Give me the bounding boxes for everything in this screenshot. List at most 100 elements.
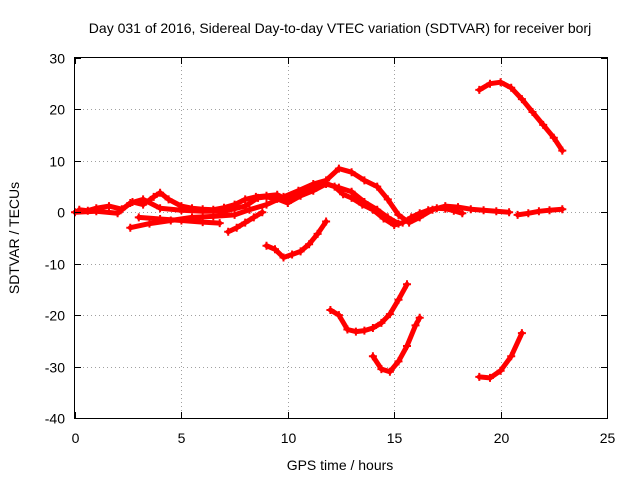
data-point xyxy=(230,210,239,219)
data-point xyxy=(271,245,279,254)
data-point xyxy=(373,205,382,214)
data-point xyxy=(534,207,543,216)
data-point xyxy=(394,295,403,304)
data-point xyxy=(394,210,403,219)
x-tick-label: 15 xyxy=(387,430,403,446)
data-point xyxy=(507,352,516,361)
series-pass-c xyxy=(126,164,514,232)
data-point xyxy=(145,219,154,228)
data-point xyxy=(262,241,271,250)
data-point xyxy=(334,311,343,320)
data-point xyxy=(326,306,335,314)
data-point xyxy=(479,206,488,215)
data-point xyxy=(558,146,567,155)
data-point xyxy=(394,219,403,228)
data-point xyxy=(224,227,233,236)
data-point xyxy=(528,108,537,116)
data-point xyxy=(383,195,392,204)
data-point xyxy=(113,209,122,218)
data-point xyxy=(539,120,548,129)
data-point xyxy=(296,191,305,200)
data-point xyxy=(492,207,501,216)
x-tick-label: 25 xyxy=(600,430,616,446)
data-point xyxy=(139,195,148,204)
data-point xyxy=(486,373,494,382)
data-point xyxy=(313,229,322,238)
data-point xyxy=(513,210,522,219)
data-point xyxy=(279,192,288,201)
data-point xyxy=(177,216,186,225)
data-point xyxy=(377,365,386,374)
data-point xyxy=(385,367,394,376)
data-point xyxy=(198,218,207,227)
data-point xyxy=(322,176,331,185)
data-point xyxy=(149,192,158,201)
data-point xyxy=(262,192,271,201)
data-point xyxy=(279,253,288,262)
data-point xyxy=(156,215,165,223)
data-point xyxy=(428,205,437,214)
tick-labels: 0 5 10 15 20 25 -40 -30 -20 -10 0 10 20 30 xyxy=(45,51,616,447)
y-tick-label: 30 xyxy=(49,51,65,67)
data-point xyxy=(209,212,218,221)
y-tick-label: -40 xyxy=(45,411,65,427)
data-point xyxy=(126,223,135,232)
data-point xyxy=(360,326,369,335)
series-pass-b xyxy=(71,180,403,228)
series-pass-e xyxy=(224,208,267,236)
y-tick-label: -10 xyxy=(45,257,65,273)
data-point xyxy=(322,217,331,226)
data-point xyxy=(245,205,254,214)
data-point xyxy=(496,78,505,87)
data-point xyxy=(517,329,526,338)
data-point xyxy=(360,176,369,185)
y-tick-label: -20 xyxy=(45,308,65,324)
data-point xyxy=(156,188,165,197)
series-pass-d xyxy=(134,213,224,228)
data-point xyxy=(198,207,207,216)
y-tick-label: 20 xyxy=(49,102,65,118)
data-point xyxy=(105,202,113,211)
y-axis-title: SDTVAR / TECUs xyxy=(6,182,22,294)
data-point xyxy=(232,223,241,232)
data-point xyxy=(524,209,533,218)
data-point xyxy=(339,190,348,199)
series-line xyxy=(264,219,329,260)
data-point xyxy=(486,79,494,88)
data-point xyxy=(334,164,343,173)
data-point xyxy=(347,168,356,177)
y-tick-label: 10 xyxy=(49,154,65,170)
data-point xyxy=(405,218,414,227)
data-point xyxy=(241,218,250,227)
data-point xyxy=(545,206,554,215)
series-pass-h xyxy=(368,313,424,376)
y-tick-label: -30 xyxy=(45,360,65,376)
data-point xyxy=(241,195,250,204)
data-point xyxy=(377,318,386,327)
data-point xyxy=(383,213,392,222)
series-pass-i xyxy=(475,78,567,155)
data-point xyxy=(294,186,303,195)
data-point xyxy=(343,325,352,334)
data-point xyxy=(177,206,186,215)
series-pass-f xyxy=(262,217,331,262)
series-pass-k xyxy=(475,329,526,382)
data-point xyxy=(347,187,356,196)
data-point xyxy=(373,182,382,191)
data-point xyxy=(403,280,411,289)
data-point xyxy=(249,213,258,222)
data-point xyxy=(517,95,526,104)
data-point xyxy=(305,240,314,249)
data-point xyxy=(558,205,567,214)
data-point xyxy=(496,366,505,375)
data-point xyxy=(385,310,394,319)
data-point xyxy=(360,198,369,206)
series-pass-j xyxy=(513,205,567,219)
data-series xyxy=(71,78,567,382)
data-point xyxy=(411,321,420,330)
data-point xyxy=(258,208,267,217)
y-tick-label: 0 xyxy=(57,205,65,221)
series-line xyxy=(327,281,410,335)
